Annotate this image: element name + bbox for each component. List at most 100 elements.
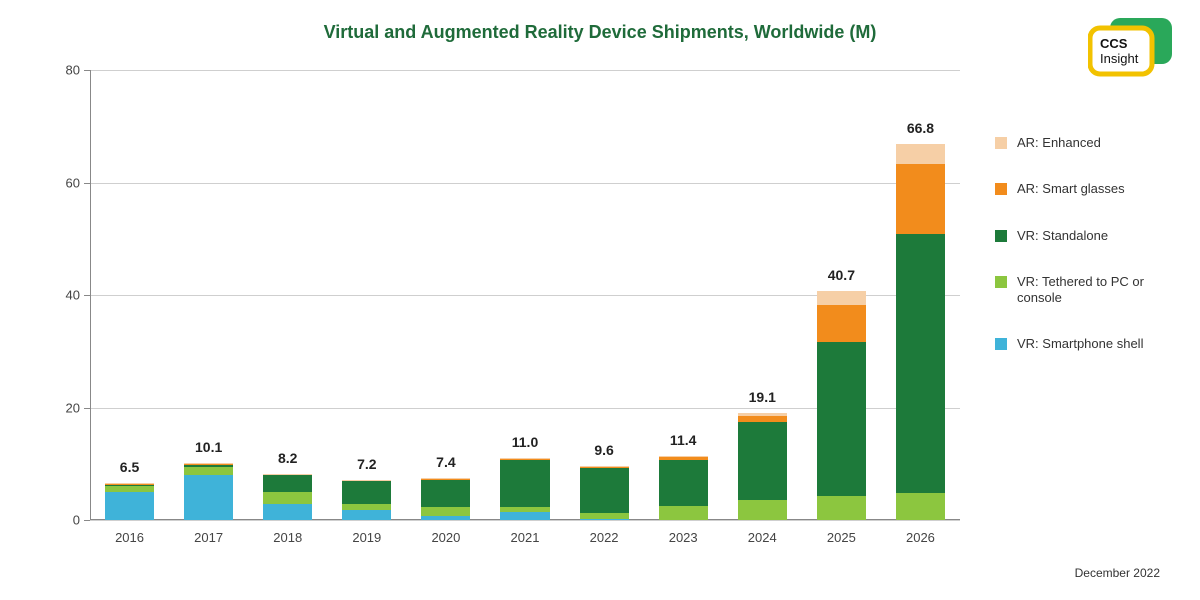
- legend-swatch: [995, 338, 1007, 350]
- y-tick-label: 0: [50, 513, 90, 528]
- bar-total-label: 6.5: [120, 459, 139, 475]
- bar-total-label: 9.6: [594, 442, 613, 458]
- y-tick-label: 20: [50, 400, 90, 415]
- svg-text:CCS: CCS: [1100, 36, 1128, 51]
- bar-segment: [342, 480, 391, 481]
- x-tick-label: 2022: [590, 520, 619, 545]
- legend-label: VR: Standalone: [1017, 228, 1108, 244]
- bar: [817, 291, 866, 520]
- x-tick-label: 2016: [115, 520, 144, 545]
- bar-segment: [659, 506, 708, 520]
- legend-item: VR: Smartphone shell: [995, 336, 1170, 352]
- bar: [105, 483, 154, 520]
- bar: [184, 463, 233, 520]
- svg-text:Insight: Insight: [1100, 51, 1139, 66]
- bar-segment: [342, 481, 391, 504]
- bar-segment: [263, 475, 312, 492]
- bar-segment: [342, 480, 391, 481]
- legend-item: VR: Tethered to PC or console: [995, 274, 1170, 307]
- bar-segment: [500, 512, 549, 520]
- bar-segment: [184, 464, 233, 466]
- bar-segment: [263, 474, 312, 475]
- y-tick-label: 80: [50, 63, 90, 78]
- bar-segment: [817, 342, 866, 497]
- bar: [263, 474, 312, 520]
- legend-item: VR: Standalone: [995, 228, 1170, 244]
- bar-segment: [105, 484, 154, 485]
- legend-label: VR: Tethered to PC or console: [1017, 274, 1170, 307]
- bar-segment: [896, 493, 945, 520]
- bar-segment: [738, 422, 787, 501]
- y-tick-label: 60: [50, 175, 90, 190]
- bar-segment: [896, 234, 945, 493]
- x-tick-label: 2025: [827, 520, 856, 545]
- bar-total-label: 8.2: [278, 450, 297, 466]
- bar-segment: [500, 460, 549, 507]
- bar-segment: [263, 474, 312, 475]
- bar-segment: [896, 164, 945, 234]
- bar-segment: [184, 464, 233, 465]
- bar-segment: [580, 519, 629, 520]
- bar-segment: [817, 496, 866, 520]
- grid-line: [90, 70, 960, 71]
- bar-segment: [342, 510, 391, 520]
- bar-segment: [421, 516, 470, 520]
- bar-segment: [421, 479, 470, 480]
- legend-label: AR: Enhanced: [1017, 135, 1101, 151]
- x-tick-label: 2020: [431, 520, 460, 545]
- bar-total-label: 11.4: [670, 432, 696, 448]
- bar: [738, 413, 787, 520]
- x-tick-label: 2026: [906, 520, 935, 545]
- bar-segment: [738, 413, 787, 416]
- bar-segment: [342, 504, 391, 511]
- bar-segment: [500, 458, 549, 459]
- bar-segment: [896, 144, 945, 164]
- x-tick-label: 2021: [511, 520, 540, 545]
- grid-line: [90, 183, 960, 184]
- bar-segment: [263, 492, 312, 504]
- x-tick-label: 2019: [352, 520, 381, 545]
- bar: [421, 478, 470, 520]
- bar: [342, 480, 391, 521]
- bar-total-label: 10.1: [195, 439, 222, 455]
- bar-segment: [105, 485, 154, 486]
- bar-segment: [817, 305, 866, 342]
- bar-segment: [580, 513, 629, 519]
- y-tick-label: 40: [50, 288, 90, 303]
- legend-swatch: [995, 183, 1007, 195]
- bar-segment: [659, 460, 708, 506]
- bar-segment: [421, 507, 470, 517]
- bar-segment: [580, 466, 629, 467]
- bar-total-label: 11.0: [512, 434, 538, 450]
- x-tick-label: 2017: [194, 520, 223, 545]
- bar-segment: [500, 459, 549, 460]
- bar-segment: [184, 467, 233, 475]
- chart-title: Virtual and Augmented Reality Device Shi…: [0, 22, 1200, 43]
- legend: AR: Enhanced AR: Smart glasses VR: Standal…: [995, 135, 1170, 383]
- legend-item: AR: Enhanced: [995, 135, 1170, 151]
- bar-segment: [421, 478, 470, 479]
- bar-segment: [105, 492, 154, 520]
- legend-label: AR: Smart glasses: [1017, 181, 1125, 197]
- bar-segment: [263, 504, 312, 520]
- bar-segment: [659, 457, 708, 460]
- bar-total-label: 7.4: [436, 454, 455, 470]
- legend-swatch: [995, 137, 1007, 149]
- bar-segment: [184, 463, 233, 464]
- footer-date: December 2022: [1075, 566, 1160, 580]
- bar-segment: [500, 507, 549, 513]
- bar-segment: [105, 486, 154, 492]
- bar-total-label: 7.2: [357, 456, 376, 472]
- legend-swatch: [995, 230, 1007, 242]
- legend-swatch: [995, 276, 1007, 288]
- bar: [896, 144, 945, 520]
- bar-segment: [580, 468, 629, 513]
- bar-segment: [738, 500, 787, 520]
- bar-total-label: 66.8: [907, 120, 934, 136]
- x-tick-label: 2018: [273, 520, 302, 545]
- x-tick-label: 2024: [748, 520, 777, 545]
- ccs-insight-logo-icon: CCS Insight: [1088, 18, 1172, 80]
- x-tick-label: 2023: [669, 520, 698, 545]
- legend-item: AR: Smart glasses: [995, 181, 1170, 197]
- bar-total-label: 40.7: [828, 267, 855, 283]
